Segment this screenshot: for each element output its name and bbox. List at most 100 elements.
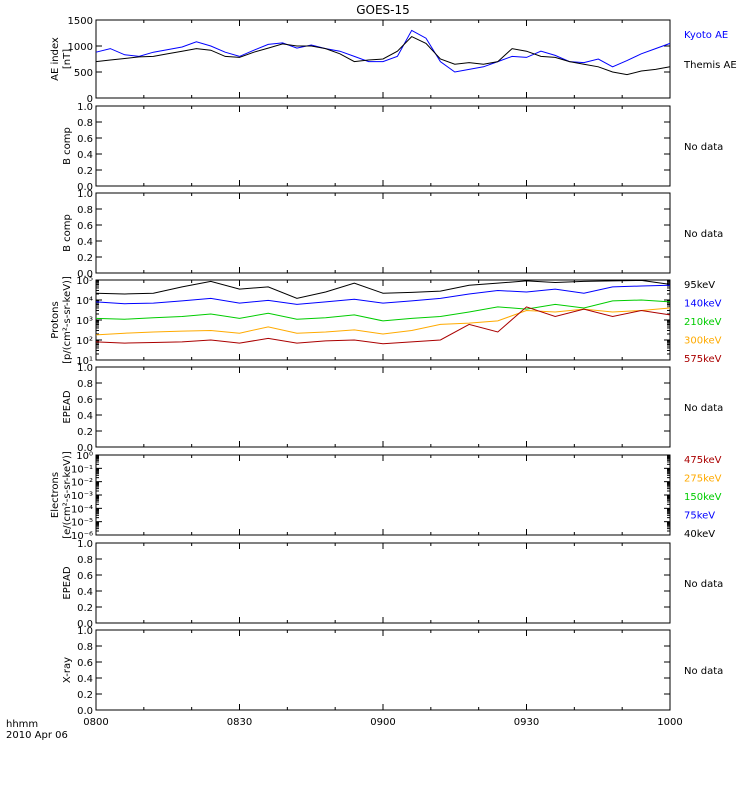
y-tick-label: 500 (74, 68, 93, 79)
y-axis-label: EPEAD (62, 566, 73, 600)
y-tick-label: 10⁻¹ (71, 464, 93, 475)
series-line-themis-ae (95, 35, 671, 76)
y-tick-label: 0.8 (77, 642, 93, 653)
x-axis: 0800 0830 0900 0930 1000 (83, 717, 682, 728)
y-tick-label: 10⁴ (76, 296, 93, 307)
y-tick-label: 0.2 (77, 166, 93, 177)
y-axis-label: [nT] (62, 49, 73, 69)
y-axis-label: AE index (50, 37, 61, 81)
y-tick-label: 10⁻⁴ (71, 504, 93, 515)
no-data-label: No data (684, 142, 723, 153)
panel-protons: 10¹ 10² 10³ 10⁴ 10⁵ Protons [p/(cm²-s-sr-keV)]… (50, 276, 722, 367)
y-tick-label: 0.2 (77, 427, 93, 438)
series-line-300kev (95, 307, 671, 336)
y-tick-label: 0.4 (77, 587, 93, 598)
legend-575kev: 575keV (684, 354, 722, 365)
legend-40kev: 40keV (684, 529, 715, 540)
y-tick-label: 1500 (68, 16, 93, 27)
y-tick-label: 0.0 (77, 443, 93, 454)
y-tick-label: 10⁻³ (71, 491, 93, 502)
y-tick-label: 0.6 (77, 658, 93, 669)
y-tick-label: 1.0 (77, 626, 93, 637)
y-tick-label: 10² (76, 336, 93, 347)
y-tick-label: 0.4 (77, 150, 93, 161)
y-tick-label: 1.0 (77, 539, 93, 550)
no-data-label: No data (684, 229, 723, 240)
legend-210kev: 210keV (684, 317, 722, 328)
y-tick-label: 1.0 (77, 189, 93, 200)
panel-frame (95, 454, 671, 536)
y-axis-label: [e/(cm²-s-sr-keV)] (62, 451, 73, 539)
y-tick-label: 0.0 (77, 182, 93, 193)
y-tick-label: 0.6 (77, 134, 93, 145)
legend-300kev: 300keV (684, 336, 722, 347)
y-tick-label: 0.6 (77, 221, 93, 232)
y-tick-label: 0.0 (77, 619, 93, 630)
y-tick-label: 10⁻⁶ (71, 531, 93, 542)
x-tick-label: 0930 (514, 717, 539, 728)
y-tick-label: 0.4 (77, 237, 93, 248)
y-tick-label: 10⁻⁵ (71, 518, 93, 529)
y-tick-label: 0 (87, 94, 93, 105)
no-data-label: No data (684, 403, 723, 414)
legend-275kev: 275keV (684, 474, 722, 485)
panel-frame (95, 192, 671, 274)
y-tick-label: 0.0 (77, 269, 93, 280)
y-tick-label: 1.0 (77, 102, 93, 113)
series-line-140kev (95, 284, 671, 305)
legend-475kev: 475keV (684, 455, 722, 466)
y-tick-label: 10³ (76, 316, 93, 327)
y-axis-label: [p/(cm²-s-sr-keV)] (62, 276, 73, 364)
legend-kyoto-ae: Kyoto AE (684, 30, 728, 41)
y-tick-label: 10¹ (76, 356, 93, 367)
panel-electrons: 10⁻⁶ 10⁻⁵ 10⁻⁴ 10⁻³ 10⁻² 10⁻¹ 10⁰ Electrons [e/(… (50, 451, 722, 542)
y-tick-label: 0.4 (77, 674, 93, 685)
x-tick-label: 0800 (83, 717, 108, 728)
panel-frame (95, 279, 671, 361)
y-tick-label: 0.6 (77, 571, 93, 582)
legend-140kev: 140keV (684, 299, 722, 310)
y-axis-label: Electrons (50, 472, 61, 518)
y-tick-label: 0.8 (77, 118, 93, 129)
y-tick-label: 1.0 (77, 363, 93, 374)
y-axis-label: X-ray (62, 657, 73, 683)
panel-epead2: 0.0 0.2 0.4 0.6 0.8 1.0 EPEAD No data (62, 539, 723, 630)
y-tick-label: 0.2 (77, 690, 93, 701)
plot-title: GOES-15 (356, 3, 410, 17)
legend-95kev: 95keV (684, 280, 715, 291)
series-line-210kev (95, 299, 671, 322)
panels: 0 500 1000 1500 AE index [nT] Kyoto AE Themis A… (50, 16, 737, 717)
x-tick-label: 1000 (657, 717, 682, 728)
y-tick-label: 1000 (68, 42, 93, 53)
y-axis-label: EPEAD (62, 390, 73, 424)
no-data-label: No data (684, 579, 723, 590)
panel-bcomp1: 0.0 0.2 0.4 0.6 0.8 1.0 B comp No data (62, 102, 723, 193)
y-tick-label: 0.8 (77, 379, 93, 390)
panel-epead1: 0.0 0.2 0.4 0.6 0.8 1.0 EPEAD No data (62, 363, 723, 454)
x-axis-label-hhmm: hhmm (6, 719, 38, 730)
x-axis-label-date: 2010 Apr 06 (6, 730, 68, 741)
panel-xray: 0.0 0.2 0.4 0.6 0.8 1.0 X-ray No data (62, 626, 723, 717)
series-line-575kev (95, 306, 671, 345)
y-axis-label: Protons (50, 301, 61, 338)
no-data-label: No data (684, 666, 723, 677)
legend-themis-ae: Themis AE (683, 60, 737, 71)
y-tick-label: 0.6 (77, 395, 93, 406)
y-tick-label: 0.2 (77, 603, 93, 614)
legend-75kev: 75keV (684, 511, 715, 522)
y-tick-label: 10⁻² (71, 478, 93, 489)
y-tick-label: 0.8 (77, 205, 93, 216)
y-axis-label: B comp (62, 214, 73, 252)
series-line-kyoto-ae (95, 29, 671, 73)
legend-150kev: 150keV (684, 492, 722, 503)
x-tick-label: 0900 (370, 717, 395, 728)
y-tick-label: 0.0 (77, 706, 93, 717)
y-tick-label: 0.2 (77, 253, 93, 264)
y-tick-label: 10⁰ (76, 451, 93, 462)
panel-frame (95, 542, 671, 624)
y-tick-label: 0.8 (77, 555, 93, 566)
panel-ae: 0 500 1000 1500 AE index [nT] Kyoto AE Themis A… (50, 16, 737, 105)
x-tick-label: 0830 (227, 717, 252, 728)
y-tick-label: 0.4 (77, 411, 93, 422)
